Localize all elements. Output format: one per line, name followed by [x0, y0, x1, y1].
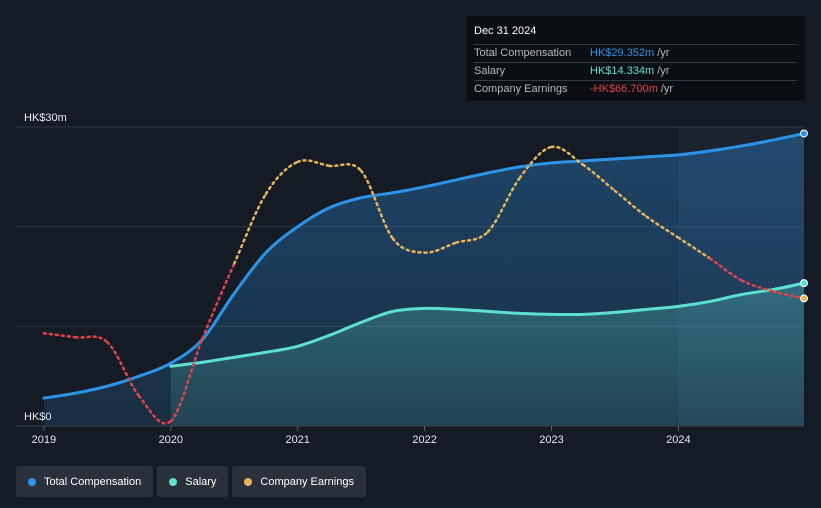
earnings-segment: [677, 236, 712, 260]
line-company-earnings: [42, 145, 806, 425]
legend-item-total-compensation[interactable]: Total Compensation: [16, 466, 154, 497]
circle-icon: [169, 477, 178, 486]
y-axis-label: HK$30m: [24, 112, 67, 124]
earnings-segment: [106, 341, 141, 398]
tooltip-value: HK$29.352m: [590, 47, 655, 59]
x-tick-label: 2023: [539, 434, 563, 446]
tooltip-row-company-earnings: Company Earnings -HK$66.700m /yr: [474, 80, 797, 98]
tooltip-row-total-compensation: Total Compensation HK$29.352m /yr: [474, 44, 797, 62]
earnings-segment: [581, 163, 617, 193]
y-axis-label: HK$0: [24, 411, 52, 423]
earnings-segment: [137, 394, 173, 425]
tooltip-unit: /yr: [657, 47, 670, 59]
line-total-compensation: [42, 131, 806, 400]
x-tick-label: 2024: [666, 434, 690, 446]
tooltip-value: HK$14.334m: [590, 65, 655, 77]
legend-label: Total Compensation: [44, 475, 142, 488]
legend-label: Company Earnings: [260, 475, 354, 488]
earnings-segment: [74, 335, 109, 344]
earnings-segment: [42, 332, 77, 339]
earnings-segment: [359, 169, 395, 240]
line-salary: [169, 281, 806, 368]
area-fills: [43, 133, 805, 426]
series-lines: [42, 131, 806, 425]
earnings-segment: [708, 257, 744, 282]
earnings-segment: [423, 241, 458, 254]
legend-item-salary[interactable]: Salary: [157, 466, 229, 497]
tooltip-label: Salary: [474, 65, 506, 77]
earnings-segment: [201, 262, 236, 340]
earnings-segment: [296, 159, 331, 168]
area-salary: [170, 283, 805, 426]
chart-legend: Total Compensation Salary Company Earnin…: [16, 466, 366, 497]
circle-icon: [28, 477, 36, 486]
tooltip-unit: /yr: [657, 65, 670, 77]
hover-tooltip: Dec 31 2024 Total Compensation HK$29.352…: [466, 16, 805, 101]
earnings-segment: [169, 337, 204, 423]
tooltip-unit: /yr: [660, 83, 674, 95]
earnings-segment: [486, 176, 522, 233]
earnings-segment: [233, 192, 268, 265]
tooltip-label: Company Earnings: [474, 83, 568, 95]
earnings-segment: [455, 230, 490, 244]
earnings-segment: [264, 160, 299, 196]
earnings-segment: [613, 189, 648, 218]
earnings-segment: [391, 237, 426, 254]
earnings-segment: [550, 145, 585, 167]
tooltip-row-salary: Salary HK$14.334m /yr: [474, 62, 797, 80]
legend-label: Salary: [185, 475, 217, 488]
tooltip-date: Dec 31 2024: [474, 25, 537, 37]
series-end-points: [800, 129, 808, 303]
earnings-segment: [645, 215, 680, 239]
x-tick-label: 2019: [32, 434, 56, 446]
axis: HK$30m HK$0 2019 2020 2021 2022 2023 2024: [16, 112, 804, 446]
end-point-company-earnings: [800, 294, 808, 303]
tooltip-value: -HK$66.700m: [590, 83, 658, 95]
earnings-segment: [328, 163, 363, 173]
tooltip-label: Total Compensation: [474, 47, 572, 59]
end-point-salary: [800, 279, 808, 288]
x-tick-label: 2022: [412, 434, 436, 446]
earnings-segment: [518, 145, 553, 180]
x-tick-label: 2021: [285, 434, 309, 446]
end-point-total-compensation: [800, 129, 808, 138]
x-tick-label: 2020: [159, 434, 183, 446]
circle-icon: [244, 477, 253, 486]
legend-item-company-earnings[interactable]: Company Earnings: [232, 466, 366, 497]
earnings-segment: [740, 279, 775, 293]
